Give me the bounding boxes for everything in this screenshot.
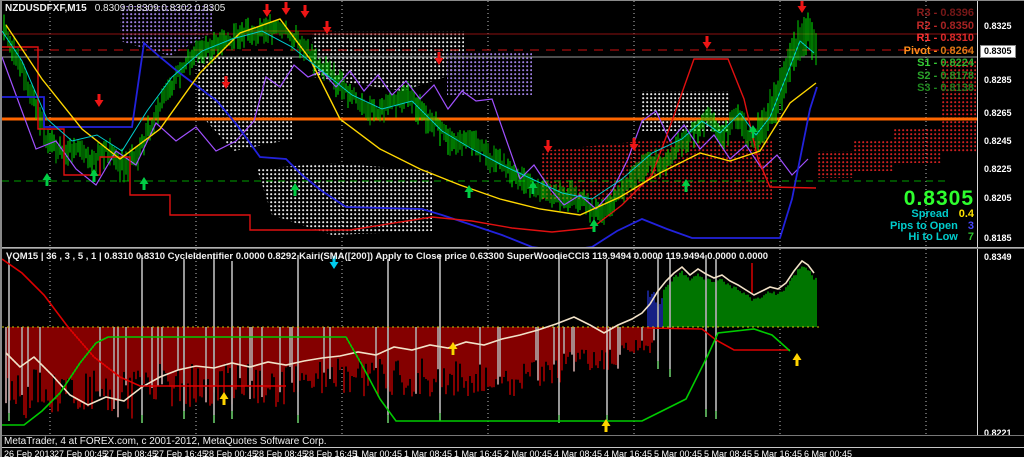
fast-aqua-ma xyxy=(2,30,815,200)
time-axis-label: 4 Mar 08:45 xyxy=(554,449,603,457)
time-axis-label: 1 Mar 00:45 xyxy=(354,449,403,457)
sell-arrow-icon xyxy=(434,52,444,65)
buy-arrow-icon xyxy=(42,173,52,186)
time-axis-label: 1 Mar 08:45 xyxy=(404,449,453,457)
chart-title: NZDUSDFXF,M15 0.8309 0.8309 0.8302 0.8305 xyxy=(5,3,225,14)
price-tick-label: 0.8205 xyxy=(984,193,1012,203)
time-axis-label: 1 Mar 16:45 xyxy=(454,449,503,457)
time-axis-label: 2 Mar 00:45 xyxy=(504,449,553,457)
time-axis-label: 4 Mar 16:45 xyxy=(604,449,653,457)
pivot-level-R1: R1 - 0.8310 xyxy=(916,32,975,44)
indicator-panel-region: VQM15 | 36 , 3 , 5 , 1 | 0.8310 0.8310 C… xyxy=(2,249,1024,438)
pivot-legend: R3 - 0.8396 R2 - 0.8350 R1 - 0.8310 Pivot -… xyxy=(904,7,974,95)
time-axis-label: 28 Feb 08:45 xyxy=(254,449,308,457)
kairi-cream xyxy=(5,259,815,406)
indicator-panel-canvas[interactable] xyxy=(2,249,977,435)
slow-purple-ma xyxy=(2,56,809,210)
yellow-buy-arrow-icon xyxy=(448,342,458,355)
ohlc-values: 0.8309 0.8309 0.8302 0.8305 xyxy=(94,3,226,14)
vq-red-histogram xyxy=(5,327,655,419)
indicator-tick-label: 0.8221 xyxy=(984,428,1012,438)
price-tick-label: 0.8265 xyxy=(984,108,1012,118)
info-row-pips-to-open: Pips to Open 3 xyxy=(890,219,974,232)
time-axis-label: 28 Feb 00:45 xyxy=(204,449,258,457)
panel-divider[interactable] xyxy=(2,247,1024,249)
sell-arrow-icon xyxy=(797,1,807,13)
pivot-level-S1: S1 - 0.8224 xyxy=(917,57,974,69)
price-tick-label: 0.8325 xyxy=(984,21,1012,31)
time-axis-label: 5 Mar 16:45 xyxy=(754,449,803,457)
buy-arrow-icon xyxy=(681,179,691,192)
sell-arrow-icon xyxy=(702,36,712,49)
main-chart-region: NZDUSDFXF,M15 0.8309 0.8309 0.8302 0.8305… xyxy=(2,1,1024,247)
buy-arrow-icon xyxy=(528,181,538,194)
kijun-blue xyxy=(2,41,818,247)
indicator-arrows xyxy=(219,256,802,432)
time-axis-label: 5 Mar 00:45 xyxy=(654,449,703,457)
main-price-axis[interactable]: 0.8325 0.8305 0.8285 0.8265 0.8245 0.8225 0.82… xyxy=(977,1,1024,247)
current-price-box: 0.8305 xyxy=(980,45,1016,58)
info-row-hi-to-low: Hi to Low 7 xyxy=(908,231,974,243)
price-tick-label: 0.8245 xyxy=(984,136,1012,146)
buy-arrow-icon xyxy=(139,177,149,190)
info-row-spread: Spread 0.4 xyxy=(911,208,974,220)
time-axis-label: 26 Feb 2013 xyxy=(4,449,55,457)
indicator-header: VQM15 | 36 , 3 , 5 , 1 | 0.8310 0.8310 C… xyxy=(6,251,769,262)
price-tick-label: 0.8185 xyxy=(984,233,1012,243)
sell-arrow-icon xyxy=(322,21,332,34)
time-axis-label: 6 Mar 00:45 xyxy=(804,449,853,457)
time-axis-label: 27 Feb 16:45 xyxy=(154,449,208,457)
yellow-ma xyxy=(5,18,817,216)
sell-arrow-icon xyxy=(281,2,291,15)
buy-arrow-icon xyxy=(290,183,300,196)
time-axis[interactable]: 26 Feb 2013 27 Feb 00:45 27 Feb 08:45 27 Fe… xyxy=(2,447,1024,457)
bid-price: 0.8305 xyxy=(903,187,974,210)
sell-arrow-icon xyxy=(629,138,639,151)
cycle-red-a xyxy=(2,258,286,387)
main-chart-canvas[interactable] xyxy=(2,1,977,247)
sell-arrow-icon xyxy=(262,4,272,17)
cci-spikes xyxy=(8,255,717,423)
ichimoku-clouds xyxy=(120,6,976,235)
vq-green-histogram xyxy=(663,266,817,327)
sell-arrow-icon xyxy=(221,76,231,89)
sell-arrow-icon xyxy=(543,140,553,153)
indicator-price-axis[interactable]: 0.8349 0.8221 xyxy=(977,249,1024,438)
pivot-level-Pivot: Pivot - 0.8264 xyxy=(903,44,974,57)
pivot-level-R2: R2 - 0.8350 xyxy=(916,19,975,32)
pivot-level-R3: R3 - 0.8396 xyxy=(916,7,975,19)
cycle-green xyxy=(2,328,791,426)
sell-arrow-icon xyxy=(94,94,104,107)
yellow-buy-arrow-icon xyxy=(219,392,229,405)
time-axis-label: 5 Mar 08:45 xyxy=(704,449,753,457)
buy-arrow-icon xyxy=(589,219,599,232)
signal-arrows xyxy=(42,1,807,232)
price-tick-label: 0.8285 xyxy=(984,75,1012,85)
price-info-block: 0.8305 Spread 0.4 Pips to Open 3 Hi to Low 7 xyxy=(890,187,974,244)
time-axis-label: 28 Feb 16:45 xyxy=(304,449,358,457)
time-axis-label: 27 Feb 08:45 xyxy=(104,449,158,457)
symbol-timeframe-label: NZDUSDFXF,M15 xyxy=(5,3,87,14)
copyright-text: MetaTrader, 4 at FOREX.com, c 2001-2012,… xyxy=(4,436,327,447)
buy-arrow-icon xyxy=(89,169,99,182)
cyan-sell-arrow-icon xyxy=(329,256,339,269)
status-bar: MetaTrader, 4 at FOREX.com, c 2001-2012,… xyxy=(2,435,1024,447)
buy-arrow-icon xyxy=(464,185,474,198)
buy-arrow-icon xyxy=(748,125,758,138)
yellow-buy-arrow-icon xyxy=(601,419,611,432)
price-tick-label: 0.8225 xyxy=(984,164,1012,174)
tenkan-red xyxy=(2,46,817,233)
indicator-tick-label: 0.8349 xyxy=(984,252,1012,262)
cycle-red-b xyxy=(646,327,790,351)
time-axis-label: 27 Feb 00:45 xyxy=(54,449,108,457)
pivot-level-S3: S3 - 0.8138 xyxy=(917,82,974,94)
yellow-buy-arrow-icon xyxy=(792,353,802,366)
pivot-level-S2: S2 - 0.8178 xyxy=(917,69,974,82)
sell-arrow-icon xyxy=(300,5,310,18)
